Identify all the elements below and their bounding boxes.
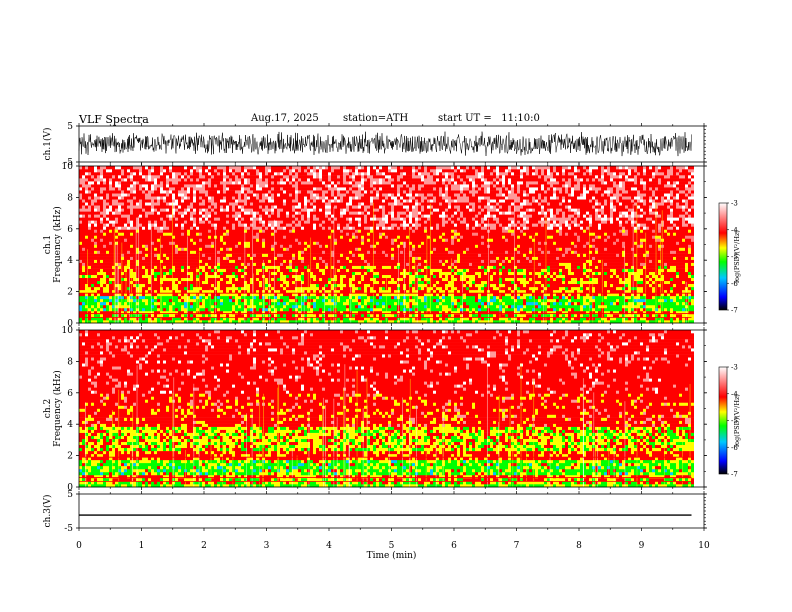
xaxis-tick-label: 10 [698,541,710,551]
ch2-spectrogram-colorbar-label: log(PSD)(V²/Hz) [733,394,741,447]
ch3-waveform-trace [79,514,692,515]
ch1-spectrogram-ylabel: ch.1 [43,235,53,254]
ch2-spectrogram-ylabel: Frequency (kHz) [52,370,63,447]
ch1-spectrogram-ytick-label: 8 [67,193,73,203]
xaxis-tick-label: 6 [451,541,457,551]
ch3-waveform-ytick-label: -5 [64,524,73,534]
xaxis-tick-label: 2 [201,541,207,551]
ch3-waveform-ylabel: ch.3(V) [42,495,53,528]
ch2-spectrogram-colorbar [719,367,727,474]
ch2-spectrogram-ytick-label: 4 [67,420,73,430]
ch2-spectrogram-ylabel: ch.2 [43,399,53,418]
ch1-spectrogram-ytick-label: 10 [62,162,74,172]
ch1-spectrogram-colorbar-tick-label: -7 [731,307,738,315]
xaxis-tick-label: 0 [76,541,82,551]
ch1-spectrogram-colorbar-tick-label: -3 [731,200,738,208]
ch2-spectrogram-ytick-label: 6 [67,389,73,399]
xaxis-tick-label: 9 [639,541,645,551]
xaxis-tick-label: 5 [389,541,395,551]
ch2-spectrogram-colorbar-tick-label: -7 [731,471,738,479]
ch2-spectrogram-ytick-label: 10 [62,326,74,336]
ch1-spectrogram-colorbar-label: log(PSD)(V²/Hz) [733,230,741,283]
ch1-waveform-trace [79,132,692,157]
ch2-spectrogram-heatmap [79,330,694,487]
xaxis-tick-label: 1 [139,541,145,551]
ch1-spectrogram-ytick-label: 2 [67,288,73,298]
ch1-spectrogram-ylabel: Frequency (kHz) [52,206,63,283]
ch2-spectrogram-ytick-label: 2 [67,452,73,462]
ch3-waveform-frame [79,494,704,528]
xaxis-tick-label: 3 [264,541,270,551]
ch1-spectrogram-ytick-label: 6 [67,225,73,235]
ch1-waveform-ytick-label: 5 [67,122,73,132]
xaxis-tick-label: 8 [576,541,582,551]
ch3-waveform-ytick-label: 5 [67,490,73,500]
ch1-spectrogram-colorbar [719,203,727,310]
ch1-spectrogram-ytick-label: 4 [67,256,73,266]
ch2-spectrogram-colorbar-tick-label: -3 [731,364,738,372]
ch1-waveform-ylabel: ch.1(V) [42,128,53,161]
xaxis-tick-label: 4 [326,541,332,551]
xaxis-tick-label: 7 [514,541,520,551]
ch2-spectrogram-ytick-label: 8 [67,357,73,367]
xaxis-label: Time (min) [367,550,417,561]
